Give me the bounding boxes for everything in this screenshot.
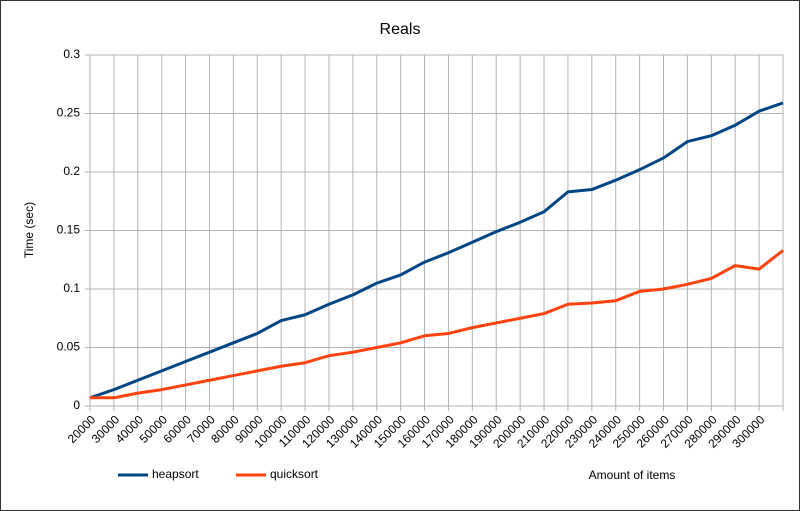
y-axis-label: Time (sec) <box>22 202 36 258</box>
y-tick-label: 0 <box>73 398 80 412</box>
y-tick-label: 0.3 <box>63 47 80 61</box>
legend-label: quicksort <box>270 467 319 481</box>
y-tick-label: 0.1 <box>63 281 80 295</box>
y-tick-label: 0.2 <box>63 164 80 178</box>
series-line <box>90 249 784 400</box>
series-line <box>89 101 784 400</box>
legend-label: heapsort <box>152 467 199 481</box>
y-tick-label: 0.15 <box>57 223 81 237</box>
y-tick-label: 0.25 <box>57 106 81 120</box>
chart-title: Reals <box>380 21 421 38</box>
x-axis-label: Amount of items <box>589 468 676 482</box>
y-tick-label: 0.05 <box>57 340 81 354</box>
